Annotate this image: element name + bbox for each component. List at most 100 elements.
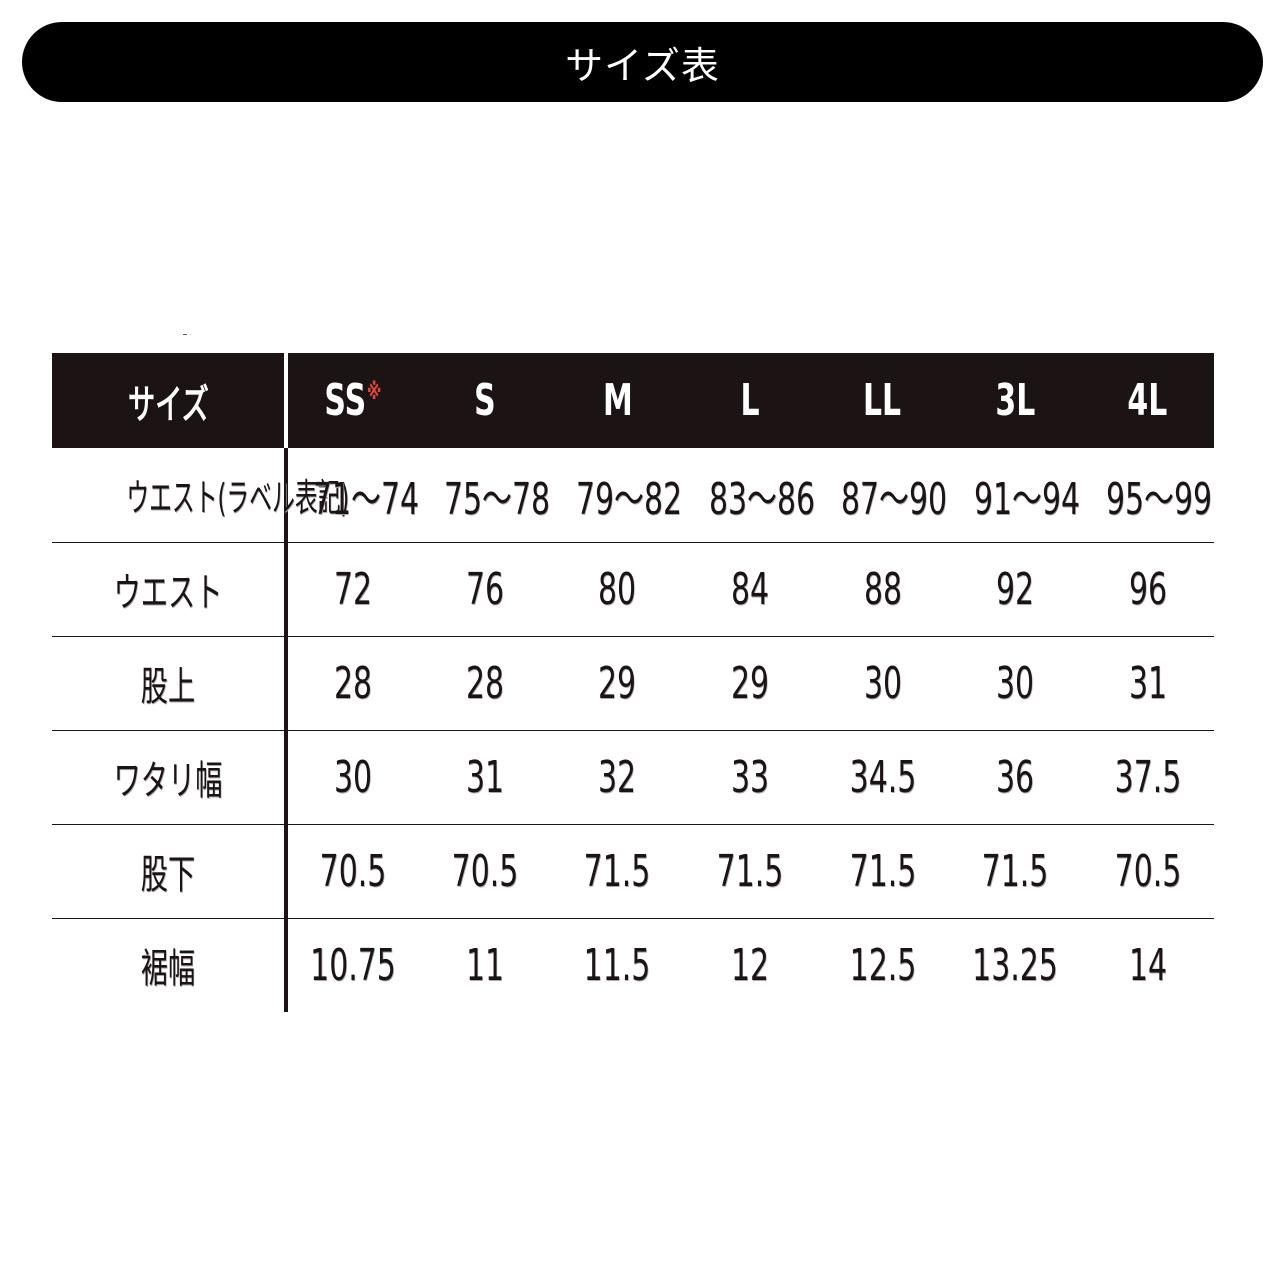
cell-value: 28 bbox=[465, 657, 504, 709]
value-cell: 71.5 bbox=[551, 824, 684, 919]
row-label: 股上 bbox=[140, 664, 196, 710]
cell-value: 29 bbox=[730, 657, 770, 709]
page-title: サイズ表 bbox=[565, 43, 720, 88]
value-cell: 70.5 bbox=[1081, 824, 1214, 919]
cell-value: 84 bbox=[730, 563, 770, 615]
row-label-cell: ワタリ幅 bbox=[52, 730, 288, 825]
header-size-cell: 4L bbox=[1081, 353, 1214, 448]
cell-value: 87～90 bbox=[841, 473, 948, 525]
size-label: 3L bbox=[995, 375, 1036, 426]
value-cell: 70.5 bbox=[286, 824, 419, 919]
table-row: ワタリ幅 30 31 32 33 34.5 36 37.5 bbox=[52, 730, 1214, 825]
cell-value: 70.5 bbox=[1114, 845, 1181, 897]
cell-value: 88 bbox=[863, 563, 902, 615]
size-label: S bbox=[474, 375, 496, 426]
cell-value: 92 bbox=[996, 563, 1035, 615]
value-cell: 11 bbox=[419, 918, 552, 1012]
cell-value: 11.5 bbox=[584, 939, 651, 991]
cell-value: 71.5 bbox=[584, 845, 651, 897]
cell-value: 12.5 bbox=[849, 939, 916, 991]
value-cell: 87～90 bbox=[816, 448, 949, 543]
value-cell: 12.5 bbox=[816, 918, 949, 1012]
value-cell: 79～82 bbox=[551, 448, 684, 543]
value-cell: 32 bbox=[551, 730, 684, 825]
value-cell: 10.75 bbox=[286, 918, 419, 1012]
size-label: LL bbox=[863, 375, 902, 426]
value-cell: 31 bbox=[1081, 636, 1214, 731]
size-label: L bbox=[740, 375, 760, 426]
header-size-cell: LL bbox=[816, 353, 949, 448]
row-label: 股下 bbox=[140, 852, 196, 898]
value-cell: 80 bbox=[551, 542, 684, 637]
row-label-cell: ウエスト(ラベル表記) bbox=[52, 448, 349, 543]
cell-value: 80 bbox=[598, 563, 637, 615]
cell-value: 71.5 bbox=[849, 845, 916, 897]
cell-value: 34.5 bbox=[849, 751, 916, 803]
value-cell: 30 bbox=[948, 636, 1082, 731]
cell-value: 30 bbox=[334, 751, 373, 803]
cell-value: 30 bbox=[996, 657, 1035, 709]
value-cell: 72 bbox=[286, 542, 419, 637]
cell-value: 33 bbox=[730, 751, 770, 803]
value-cell: 11.5 bbox=[551, 918, 684, 1012]
header-label-cell: サイズ bbox=[52, 353, 288, 448]
value-cell: 88 bbox=[816, 542, 949, 637]
cell-value: 75～78 bbox=[443, 473, 550, 525]
cell-value: 70.5 bbox=[451, 845, 519, 897]
cell-value: 31 bbox=[1128, 657, 1167, 709]
cell-value: 72 bbox=[334, 563, 373, 615]
row-label-cell: 股上 bbox=[52, 636, 288, 731]
value-cell: 71～74 bbox=[286, 448, 419, 543]
value-cell: 37.5 bbox=[1081, 730, 1214, 825]
cell-value: 29 bbox=[598, 657, 637, 709]
row-label-cell: 股下 bbox=[52, 824, 288, 919]
value-cell: 75～78 bbox=[418, 448, 552, 543]
cell-value: 91～94 bbox=[973, 473, 1080, 525]
size-label: SS bbox=[324, 375, 367, 426]
cell-value: 36 bbox=[996, 751, 1035, 803]
value-cell: 29 bbox=[683, 636, 817, 731]
value-cell: 91～94 bbox=[948, 448, 1082, 543]
value-cell: 33 bbox=[683, 730, 817, 825]
value-cell: 71.5 bbox=[948, 824, 1082, 919]
value-cell: 30 bbox=[816, 636, 949, 731]
cell-value: 28 bbox=[334, 657, 373, 709]
value-cell: 30 bbox=[286, 730, 419, 825]
value-cell: 92 bbox=[948, 542, 1082, 637]
value-cell: 29 bbox=[551, 636, 684, 731]
table-row: 股下 70.5 70.5 71.5 71.5 71.5 71.5 70.5 bbox=[52, 824, 1214, 919]
value-cell: 83～86 bbox=[683, 448, 817, 543]
row-label: ウエスト(ラベル表記) bbox=[126, 476, 350, 521]
cell-value: 71.5 bbox=[981, 845, 1049, 897]
size-table: サイズ SS※ S M L LL 3L 4L ウエスト(ラベル表記) 71～74 7… bbox=[52, 353, 1214, 1012]
value-cell: 13.25 bbox=[949, 918, 1082, 1012]
value-cell: 71.5 bbox=[683, 824, 817, 919]
row-label-cell: ウエスト bbox=[52, 542, 288, 637]
header-size-cell: 3L bbox=[948, 353, 1082, 448]
cell-value: 79～82 bbox=[576, 473, 683, 525]
header-row: サイズ SS※ S M L LL 3L 4L bbox=[52, 353, 1214, 448]
row-label: 裾幅 bbox=[140, 946, 196, 993]
cell-value: 13.25 bbox=[972, 939, 1058, 991]
value-cell: 96 bbox=[1081, 542, 1214, 637]
cell-value: 11 bbox=[465, 939, 504, 991]
cell-value: 30 bbox=[863, 657, 902, 709]
cell-value: 71.5 bbox=[716, 845, 784, 897]
header-size-cell: L bbox=[683, 353, 817, 448]
value-cell: 14 bbox=[1081, 918, 1214, 1012]
header-label: サイズ bbox=[127, 381, 209, 428]
value-cell: 84 bbox=[683, 542, 817, 637]
cell-value: 96 bbox=[1128, 563, 1167, 615]
header-size-cell: S bbox=[418, 353, 552, 448]
cell-value: 83～86 bbox=[708, 473, 815, 525]
header-size-cell: SS※ bbox=[286, 353, 419, 448]
table-row: 股上 28 28 29 29 30 30 31 bbox=[52, 636, 1214, 731]
table-row: ウエスト(ラベル表記) 71～74 75～78 79～82 83～86 87～90 91～9… bbox=[52, 448, 1214, 543]
row-label: ワタリ幅 bbox=[113, 758, 223, 804]
value-cell: 71.5 bbox=[816, 824, 949, 919]
cell-value: 95～99 bbox=[1106, 473, 1213, 525]
title-bar: サイズ表 bbox=[22, 22, 1263, 102]
note-mark: ※ bbox=[367, 380, 382, 406]
cell-value: 32 bbox=[598, 751, 637, 803]
value-cell: 34.5 bbox=[816, 730, 949, 825]
